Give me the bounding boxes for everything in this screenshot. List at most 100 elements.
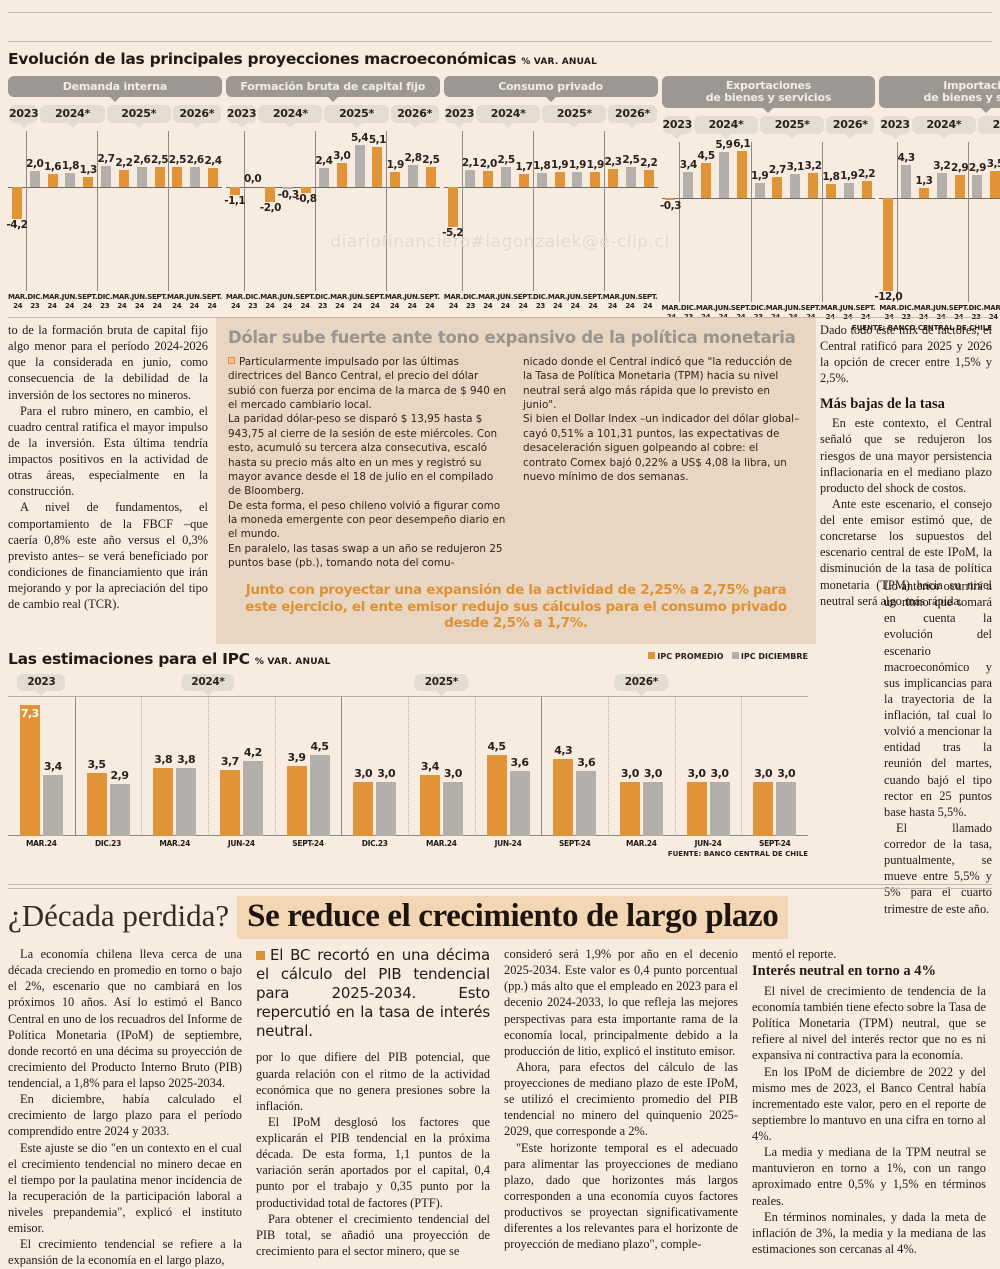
ipc-bar-group: 3,9 4,5 bbox=[275, 697, 342, 836]
bar-value-label: 2,0 bbox=[26, 158, 44, 171]
bottom-column-3: consideró será 1,9% por año en el deceni… bbox=[504, 946, 738, 1269]
ipc-bar-diciembre: 3,4 bbox=[42, 760, 63, 836]
mid-rule bbox=[8, 317, 992, 318]
x-tick-label: DIC.23 bbox=[97, 293, 113, 310]
year-chip: 2026* bbox=[608, 105, 657, 123]
ipc-gridline bbox=[741, 697, 743, 836]
ipc-bar-diciembre: 3,0 bbox=[442, 767, 463, 836]
ipc-value-label: 4,3 bbox=[554, 743, 573, 757]
year-separator bbox=[386, 131, 388, 291]
bar-cell: 1,8 bbox=[533, 131, 551, 291]
bar bbox=[265, 186, 276, 203]
year-chip: 2026* bbox=[172, 105, 221, 123]
paragraph: Ahora, para efectos del cálculo de las p… bbox=[504, 1059, 738, 1139]
year-separator bbox=[604, 131, 606, 291]
year-chip: 2025* bbox=[324, 105, 389, 123]
bar-cell: 2,9 bbox=[969, 142, 986, 302]
year-separator bbox=[750, 142, 752, 303]
bar bbox=[625, 167, 636, 187]
ipc-gridline bbox=[674, 697, 676, 836]
bar-value-label: 1,7 bbox=[515, 160, 533, 173]
bar bbox=[718, 152, 729, 198]
section-heading: Más bajas de la tasa bbox=[820, 395, 945, 412]
bar-cell: -5,2 bbox=[442, 131, 464, 291]
year-chip: 2024* bbox=[40, 105, 105, 123]
ipc-year-chip: 2023 bbox=[17, 674, 66, 691]
bar bbox=[701, 163, 712, 198]
bar bbox=[83, 176, 94, 187]
x-tick-label: MAR.24 bbox=[983, 304, 1000, 321]
x-tick-label: DIC.23 bbox=[315, 293, 331, 310]
bar-value-label: 2,3 bbox=[604, 155, 622, 168]
box-line: nicado donde el Central indicó que "la r… bbox=[523, 356, 793, 412]
bar-value-label: 2,5 bbox=[168, 154, 187, 167]
top-rule bbox=[8, 12, 992, 13]
bar-value-label: 1,8 bbox=[61, 159, 80, 172]
box-line: Si bien el Dollar Index –un indicador de… bbox=[523, 413, 800, 483]
bar-cell: 2,5 bbox=[151, 131, 169, 291]
bar-cell: 1,9 bbox=[386, 131, 404, 291]
chart-group-2: Consumo privado 2023 2024* 2025* 2026* -5,2 2,… bbox=[442, 76, 658, 322]
x-tick-label: JUN.24 bbox=[567, 293, 583, 310]
x-tick-label: MAR.24 bbox=[167, 293, 187, 310]
bar bbox=[354, 144, 365, 187]
paragraph: En términos nominales, y dada la meta de… bbox=[752, 1209, 986, 1256]
ipc-year-row: 2023 2024* 2025* 2026* bbox=[8, 674, 808, 692]
x-tick-label: SEPT.24 bbox=[948, 304, 969, 321]
chart1-subtitle: % VAR. ANUAL bbox=[521, 57, 597, 67]
legend-item-diciembre: IPC DICIEMBRE bbox=[731, 652, 808, 661]
bar-cell: 3,2 bbox=[804, 142, 822, 302]
ipc-bar-group: 3,0 3,0 bbox=[741, 697, 808, 836]
bar bbox=[918, 187, 929, 198]
bar-value-label: 5,4 bbox=[350, 131, 369, 144]
article-right-wrap: Lo anterior ocurrirá a un ritmo que toma… bbox=[884, 578, 992, 917]
paragraph: La economía chilena lleva cerca de una d… bbox=[8, 947, 242, 1090]
paragraph: En diciembre, había calculado el crecimi… bbox=[8, 1092, 242, 1139]
x-tick-label: JUN.24 bbox=[839, 304, 856, 321]
bar-value-label: 1,3 bbox=[79, 163, 98, 176]
ipc-bar-promedio: 3,9 bbox=[286, 751, 307, 836]
group-plot: -0,3 3,4 4,5 5,9 6,1 1,9 2,7 3,1 3,2 1,8 1,9 2,2 bbox=[660, 138, 876, 303]
ipc-value-label: 3,4 bbox=[420, 759, 440, 773]
paragraph: Lo anterior ocurrirá a un ritmo que toma… bbox=[884, 579, 992, 819]
bar bbox=[483, 171, 494, 187]
ipc-value-label: 3,6 bbox=[510, 756, 530, 770]
ipc-gridline bbox=[608, 697, 609, 836]
ipc-value-label: 3,0 bbox=[643, 767, 663, 781]
ipc-value-label: 3,5 bbox=[87, 758, 107, 772]
x-tick-label: MAR.24 bbox=[8, 293, 28, 310]
year-chip: 2025* bbox=[977, 116, 1000, 135]
year-separator bbox=[314, 131, 316, 291]
bar bbox=[336, 163, 347, 187]
bar-cell: 4,3 bbox=[897, 142, 915, 302]
ipc-bar-promedio: 3,4 bbox=[419, 760, 440, 836]
bottom-columns: La economía chilena lleva cerca de una d… bbox=[8, 946, 992, 1269]
bar bbox=[972, 175, 983, 198]
ipc-bar-diciembre: 4,5 bbox=[309, 740, 330, 836]
ipc-bar-group: 3,5 2,9 bbox=[75, 697, 142, 836]
ipc-value-label: 3,6 bbox=[577, 756, 596, 770]
bar-value-label: 2,2 bbox=[115, 156, 133, 169]
bar bbox=[501, 167, 512, 187]
ipc-bar-diciembre: 3,8 bbox=[176, 753, 197, 836]
bar-value-label: 1,9 bbox=[568, 158, 587, 171]
ipc-x-tick: MAR.24 bbox=[159, 839, 191, 848]
ipc-year-chip: 2025* bbox=[414, 674, 468, 691]
bar bbox=[754, 183, 765, 198]
paragraph: Ante este escenario, el consejo del ente… bbox=[820, 496, 992, 608]
ipc-value-label: 4,5 bbox=[310, 740, 330, 754]
x-tick-label: MAR.24 bbox=[443, 293, 464, 310]
bar-value-label: -0,8 bbox=[295, 192, 317, 205]
ipc-value-label: 4,2 bbox=[243, 745, 263, 759]
x-tick-label: JUN.24 bbox=[404, 293, 420, 310]
dollar-sidebar-box: Dólar sube fuerte ante tono expansivo de… bbox=[216, 318, 816, 644]
bottom-headline: ¿Década perdida? Se reduce el crecimient… bbox=[8, 896, 992, 939]
bar bbox=[283, 186, 294, 189]
bar-value-label: -0,3 bbox=[277, 188, 299, 201]
x-tick-label: DIC.23 bbox=[680, 304, 696, 321]
ipc-bar-promedio: 7,3 bbox=[19, 704, 40, 836]
paragraph: La media y mediana de la TPM neutral se … bbox=[752, 1145, 986, 1208]
paragraph: to de la formación bruta de capital fijo… bbox=[8, 323, 208, 402]
ipc-x-tick: MAR.24 bbox=[426, 839, 457, 848]
